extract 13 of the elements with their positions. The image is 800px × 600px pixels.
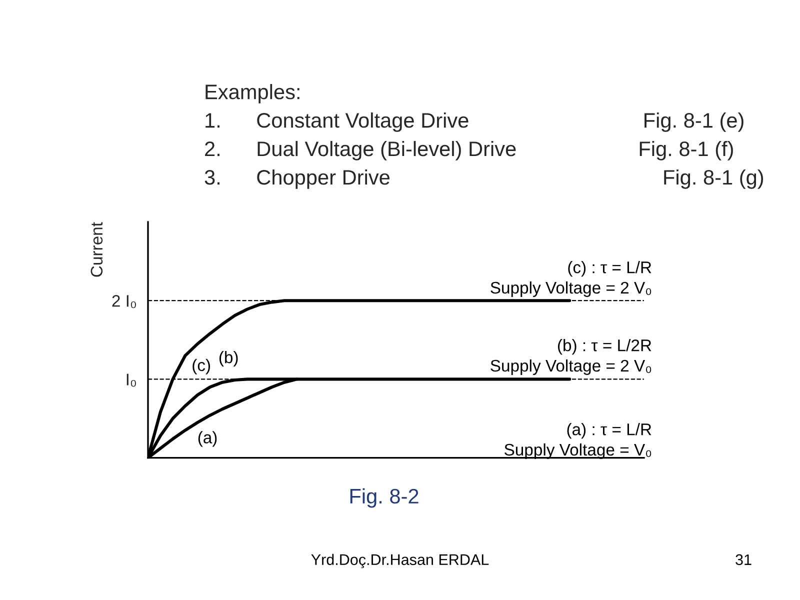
series-label: (b) — [219, 350, 238, 367]
y-axis-title: Current — [90, 222, 103, 277]
ref-line-label: 2 I₀ — [112, 295, 136, 308]
annotation: (a) : τ = L/R Supply Voltage = V₀ — [504, 423, 652, 459]
text: Yrd.Doç.Dr.Hasan ERDAL — [311, 554, 489, 568]
text: (c) : τ = L/R Supply Voltage = 2 V₀ — [490, 261, 652, 297]
ref-line-label: I₀ — [126, 374, 136, 387]
chart-title: Examples: 1. Constant Voltage Drive Fig. 8-1 (e) 2. Dual Voltage (Bi-level) Drive Fig. 8-1 (f) 3. Chopper Drive Fig. 8-1 (g) — [204, 84, 764, 189]
series-label: (a) — [198, 431, 217, 447]
caption: Fig. 8-2 — [350, 488, 418, 508]
text: 31 — [736, 554, 752, 566]
series-label: (c) — [192, 358, 210, 374]
annotation: (b) : τ = L/2R Supply Voltage = 2 V₀ — [490, 339, 652, 375]
